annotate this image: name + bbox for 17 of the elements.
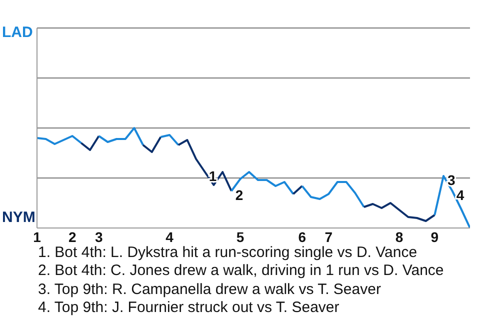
footnote-marker: 4 [456, 187, 464, 203]
text: LAD [2, 24, 33, 41]
x-tick-label: 8 [395, 229, 404, 245]
text: 2. Bot 4th: C. Jones drew a walk, driving in 1 run vs D. Vance [38, 262, 445, 281]
x-tick-label: 5 [236, 229, 244, 245]
x-tick-label: 2 [68, 229, 76, 245]
x-tick-label: 9 [430, 229, 439, 245]
text: 3. Top 9th: R. Campanella drew a walk vs T. Seaver [38, 280, 382, 299]
text: 1. Bot 4th: L. Dykstra hit a run-scoring single vs D. Vance [38, 244, 418, 262]
x-tick-label: 3 [94, 229, 103, 245]
text: NYM [2, 209, 36, 226]
x-tick-label: 1 [33, 229, 42, 245]
x-tick-label: 4 [166, 229, 174, 245]
text: 4. Top 9th: J. Fournier struck out vs T. Seaver [38, 298, 340, 318]
x-tick-label: 6 [298, 229, 306, 245]
x-tick-label: 7 [324, 229, 333, 245]
footnote-marker: 2 [235, 187, 244, 203]
